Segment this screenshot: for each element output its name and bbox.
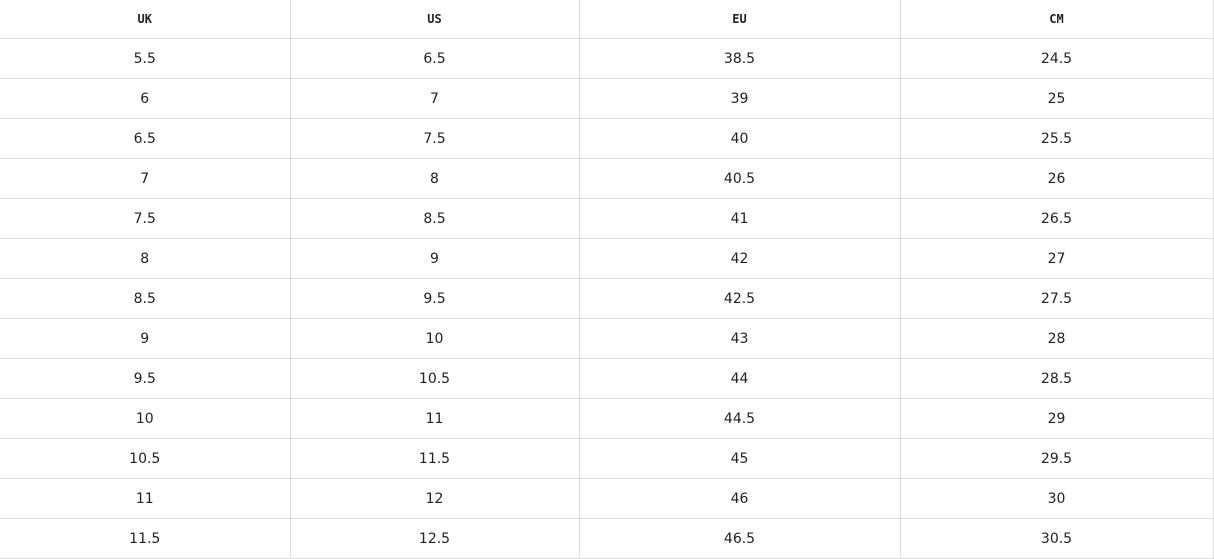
cell-eu: 43 [579, 318, 901, 359]
cell-eu: 46 [579, 478, 901, 519]
table-row: 6.5 7.5 40 25.5 [0, 118, 1214, 159]
cell-uk: 7 [0, 158, 291, 199]
cell-eu: 41 [579, 198, 901, 239]
cell-eu: 46.5 [579, 518, 901, 559]
cell-uk: 5.5 [0, 38, 291, 79]
cell-eu: 40.5 [579, 158, 901, 199]
header-row: UK US EU CM [0, 0, 1214, 39]
cell-cm: 26 [900, 158, 1214, 199]
table-row: 7 8 40.5 26 [0, 158, 1214, 199]
table-row: 11 12 46 30 [0, 478, 1214, 519]
table-row: 11.5 12.5 46.5 30.5 [0, 518, 1214, 559]
cell-uk: 7.5 [0, 198, 291, 239]
header-cm: CM [900, 0, 1214, 39]
cell-cm: 25.5 [900, 118, 1214, 159]
cell-cm: 24.5 [900, 38, 1214, 79]
cell-uk: 8.5 [0, 278, 291, 319]
cell-cm: 27 [900, 238, 1214, 279]
table-row: 9.5 10.5 44 28.5 [0, 358, 1214, 399]
cell-uk: 10.5 [0, 438, 291, 479]
cell-us: 12 [290, 478, 580, 519]
table-row: 10 11 44.5 29 [0, 398, 1214, 439]
cell-eu: 44.5 [579, 398, 901, 439]
cell-us: 7 [290, 78, 580, 119]
cell-us: 11 [290, 398, 580, 439]
cell-us: 11.5 [290, 438, 580, 479]
table-row: 8.5 9.5 42.5 27.5 [0, 278, 1214, 319]
cell-uk: 11.5 [0, 518, 291, 559]
cell-uk: 10 [0, 398, 291, 439]
cell-eu: 42 [579, 238, 901, 279]
cell-eu: 45 [579, 438, 901, 479]
table-row: 7.5 8.5 41 26.5 [0, 198, 1214, 239]
header-eu: EU [579, 0, 901, 39]
table-row: 10.5 11.5 45 29.5 [0, 438, 1214, 479]
header-us: US [290, 0, 580, 39]
cell-uk: 6 [0, 78, 291, 119]
cell-eu: 40 [579, 118, 901, 159]
cell-cm: 29 [900, 398, 1214, 439]
table-row: 5.5 6.5 38.5 24.5 [0, 38, 1214, 79]
cell-eu: 44 [579, 358, 901, 399]
cell-uk: 11 [0, 478, 291, 519]
cell-us: 7.5 [290, 118, 580, 159]
cell-eu: 38.5 [579, 38, 901, 79]
cell-uk: 8 [0, 238, 291, 279]
cell-cm: 30.5 [900, 518, 1214, 559]
cell-cm: 30 [900, 478, 1214, 519]
cell-us: 8 [290, 158, 580, 199]
cell-us: 10.5 [290, 358, 580, 399]
cell-uk: 6.5 [0, 118, 291, 159]
cell-cm: 29.5 [900, 438, 1214, 479]
cell-us: 8.5 [290, 198, 580, 239]
cell-eu: 42.5 [579, 278, 901, 319]
cell-us: 9.5 [290, 278, 580, 319]
table-row: 6 7 39 25 [0, 78, 1214, 119]
cell-us: 6.5 [290, 38, 580, 79]
header-uk: UK [0, 0, 291, 39]
cell-us: 12.5 [290, 518, 580, 559]
cell-us: 10 [290, 318, 580, 359]
cell-uk: 9 [0, 318, 291, 359]
cell-us: 9 [290, 238, 580, 279]
cell-eu: 39 [579, 78, 901, 119]
cell-cm: 27.5 [900, 278, 1214, 319]
cell-cm: 25 [900, 78, 1214, 119]
table-row: 9 10 43 28 [0, 318, 1214, 359]
cell-cm: 28.5 [900, 358, 1214, 399]
cell-cm: 26.5 [900, 198, 1214, 239]
cell-uk: 9.5 [0, 358, 291, 399]
cell-cm: 28 [900, 318, 1214, 359]
table-row: 8 9 42 27 [0, 238, 1214, 279]
